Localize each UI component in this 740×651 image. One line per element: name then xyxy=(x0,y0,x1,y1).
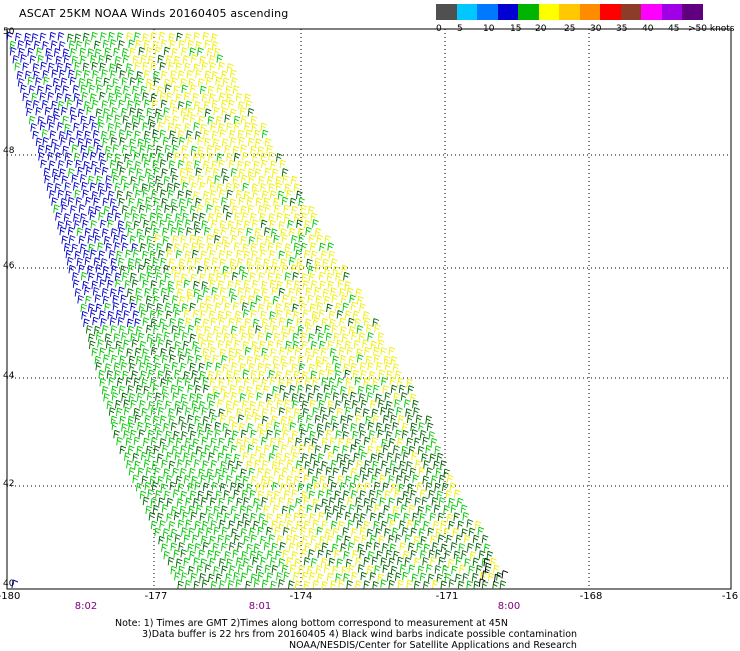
legend-label: 0 xyxy=(436,24,442,34)
x-label: -174 xyxy=(289,591,313,602)
y-label: 48 xyxy=(3,146,15,156)
note-line-3: NOAA/NESDIS/Center for Satellite Applica… xyxy=(289,640,577,651)
legend-swatch xyxy=(538,4,560,20)
wind-barb-group xyxy=(9,31,491,590)
time-label: 8:02 xyxy=(74,601,98,612)
time-label: 8:00 xyxy=(497,601,521,612)
legend-swatch xyxy=(477,4,498,20)
legend-label: 40 xyxy=(642,24,654,34)
legend-swatch xyxy=(620,4,642,20)
map-frame xyxy=(6,28,732,590)
legend-label: 30 xyxy=(590,24,602,34)
legend-label: >50 knots xyxy=(688,24,735,34)
x-label: -16 xyxy=(721,591,739,602)
x-label: -180 xyxy=(0,591,21,602)
legend-swatch xyxy=(641,4,662,20)
legend-swatch xyxy=(497,4,519,20)
y-label: 40 xyxy=(3,579,15,589)
legend-label: 25 xyxy=(564,24,576,34)
note-line-2: 3)Data buffer is 22 hrs from 20160405 4)… xyxy=(142,629,578,640)
x-label: -177 xyxy=(144,591,168,602)
legend-label: 35 xyxy=(616,24,628,34)
note-line-1: Note: 1) Times are GMT 2)Times along bot… xyxy=(115,618,508,629)
y-label: 44 xyxy=(3,371,15,381)
legend-swatch xyxy=(579,4,601,20)
legend-label: 20 xyxy=(535,24,547,34)
legend-label: 10 xyxy=(483,24,495,34)
time-label: 8:01 xyxy=(248,601,272,612)
wind-barb-group xyxy=(478,557,509,587)
grid-lines xyxy=(7,29,731,589)
legend-swatch xyxy=(600,4,621,20)
legend-swatch xyxy=(456,4,478,20)
legend-label: 45 xyxy=(668,24,680,34)
legend-label: 15 xyxy=(510,24,522,34)
wind-barb xyxy=(11,579,19,589)
legend-swatch xyxy=(518,4,539,20)
legend-swatch xyxy=(682,4,703,20)
legend-swatch xyxy=(559,4,580,20)
x-label: -168 xyxy=(579,591,603,602)
legend-swatch xyxy=(436,4,457,20)
wind-barb-group xyxy=(126,31,500,590)
wind-barbs xyxy=(6,31,509,590)
x-label: -171 xyxy=(435,591,459,602)
y-label: 42 xyxy=(3,479,15,489)
legend-label: 5 xyxy=(457,24,463,34)
legend-swatch xyxy=(661,4,683,20)
map-title: ASCAT 25KM NOAA Winds 20160405 ascending xyxy=(19,7,289,20)
y-label: 50 xyxy=(3,27,15,37)
wind-barb-group xyxy=(6,31,141,327)
wind-barb-group xyxy=(67,32,507,590)
y-label: 46 xyxy=(3,261,15,271)
